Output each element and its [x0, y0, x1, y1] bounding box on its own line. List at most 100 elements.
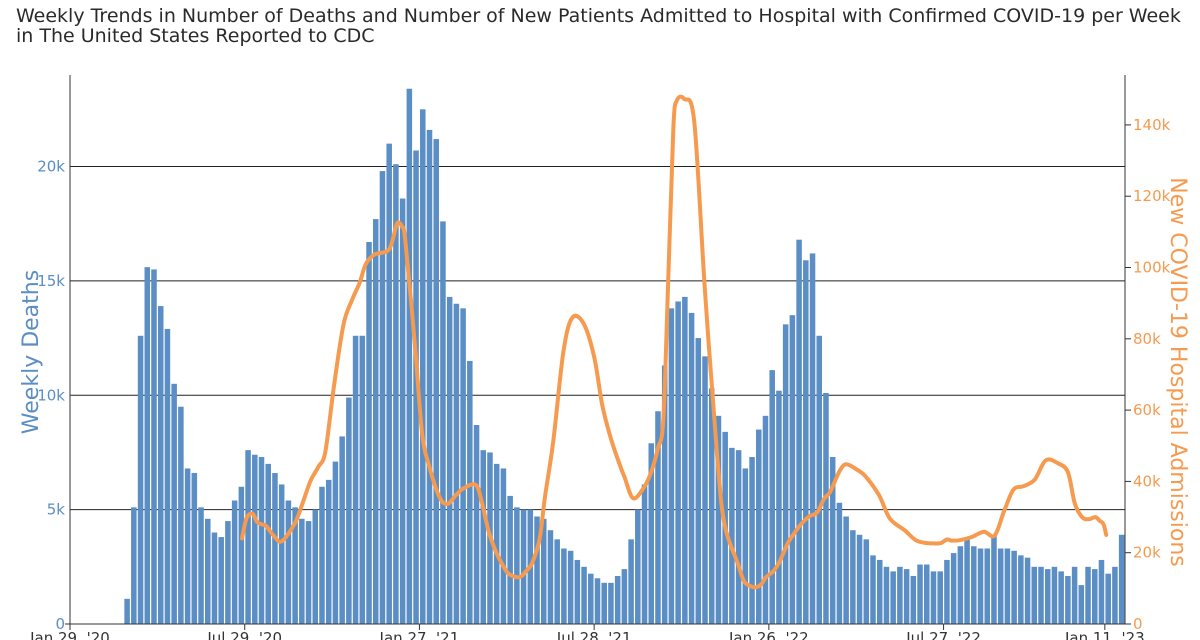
deaths-bar: [594, 578, 601, 624]
deaths-bar: [641, 484, 648, 624]
y-right-tick-label: 20k: [1133, 544, 1161, 562]
deaths-bar: [588, 573, 594, 624]
deaths-bar: [446, 296, 453, 624]
y-right-tick-label: 140k: [1133, 116, 1171, 134]
chart-title: Weekly Trends in Number of Deaths and Nu…: [16, 5, 1181, 47]
y-right-tick-label: 100k: [1133, 259, 1171, 277]
deaths-bar: [836, 502, 843, 624]
deaths-bar: [393, 164, 399, 624]
deaths-bar: [453, 303, 460, 624]
deaths-bar: [272, 473, 278, 624]
deaths-bar: [299, 518, 305, 624]
deaths-bar: [688, 312, 695, 624]
deaths-bar: [614, 575, 621, 624]
deaths-bar: [843, 516, 849, 624]
deaths-bar: [520, 509, 527, 624]
y-right-tick-label: 40k: [1133, 472, 1161, 490]
deaths-bar: [997, 548, 1004, 624]
deaths-bar: [729, 447, 735, 624]
deaths-bar: [332, 461, 339, 624]
deaths-bar: [648, 443, 655, 624]
deaths-bar: [137, 335, 144, 624]
deaths-bar: [164, 328, 171, 624]
deaths-bar: [1071, 566, 1078, 624]
deaths-bar: [977, 548, 984, 624]
deaths-bar: [863, 539, 870, 624]
deaths-bar: [897, 566, 903, 624]
deaths-bar: [695, 338, 702, 624]
deaths-bar: [178, 406, 184, 624]
deaths-bar: [406, 88, 413, 625]
deaths-bar: [467, 360, 473, 624]
y-right-tick-label: 60k: [1133, 401, 1161, 419]
deaths-bar: [937, 571, 943, 624]
deaths-bar: [816, 335, 823, 624]
deaths-bar: [964, 539, 970, 624]
deaths-bar: [547, 530, 554, 624]
deaths-bar: [675, 301, 681, 624]
deaths-bar: [661, 365, 668, 624]
deaths-bar: [910, 575, 917, 624]
deaths-bar: [534, 516, 540, 624]
deaths-bar: [278, 484, 285, 624]
deaths-bar: [325, 479, 332, 624]
deaths-bar: [352, 335, 359, 624]
deaths-bar: [339, 436, 345, 624]
deaths-bar: [346, 397, 352, 624]
y-left-tick-label: 15k: [37, 272, 65, 290]
deaths-bar: [1024, 557, 1031, 624]
deaths-bar: [708, 388, 715, 624]
deaths-bar: [1085, 566, 1091, 624]
deaths-bar: [379, 171, 386, 624]
deaths-bar: [567, 550, 574, 624]
deaths-bar: [991, 534, 997, 624]
deaths-bar: [420, 109, 426, 624]
deaths-bar: [386, 143, 392, 624]
deaths-bar: [493, 463, 500, 624]
deaths-bar: [621, 569, 628, 624]
deaths-bar: [372, 219, 379, 625]
deaths-bar: [1078, 585, 1085, 624]
deaths-bar: [742, 468, 749, 624]
deaths-bar: [507, 495, 513, 624]
x-tick-label: Jan 26, '22: [728, 629, 809, 640]
deaths-bar: [184, 468, 191, 624]
deaths-bar: [426, 129, 433, 624]
deaths-bar: [870, 555, 876, 624]
deaths-bar: [292, 507, 298, 624]
deaths-bar: [850, 530, 856, 624]
gridlines: [70, 166, 1125, 511]
deaths-bar: [601, 582, 607, 624]
deaths-bar: [460, 308, 466, 624]
deaths-bar: [1105, 573, 1111, 624]
deaths-bar: [776, 390, 782, 624]
deaths-bar: [796, 239, 802, 624]
deaths-bar: [151, 269, 157, 624]
deaths-bar: [540, 518, 547, 624]
deaths-bar: [514, 507, 520, 624]
deaths-bar: [399, 198, 406, 624]
deaths-bar: [762, 415, 769, 624]
admissions-line: [240, 94, 1109, 590]
deaths-bar: [756, 429, 762, 624]
y-axis-right-label: New COVID-19 Hospital Admissions: [1165, 177, 1190, 567]
deaths-bar: [944, 559, 950, 624]
deaths-bar: [561, 548, 567, 624]
deaths-bar: [735, 450, 742, 624]
deaths-bar: [131, 507, 137, 624]
deaths-bar: [198, 507, 204, 624]
deaths-bar: [924, 564, 930, 624]
deaths-bar: [715, 415, 722, 624]
deaths-bar: [258, 457, 265, 624]
deaths-bar: [1004, 548, 1011, 624]
deaths-bar: [238, 486, 245, 624]
y-right-tick-label: 120k: [1133, 187, 1171, 205]
deaths-bar: [218, 537, 224, 624]
x-tick-label: Jan 29, '20: [29, 629, 110, 640]
deaths-bar: [554, 539, 560, 624]
deaths-bar: [682, 296, 688, 624]
deaths-bar: [440, 221, 446, 624]
deaths-bar: [856, 534, 863, 624]
deaths-bar: [581, 566, 587, 624]
